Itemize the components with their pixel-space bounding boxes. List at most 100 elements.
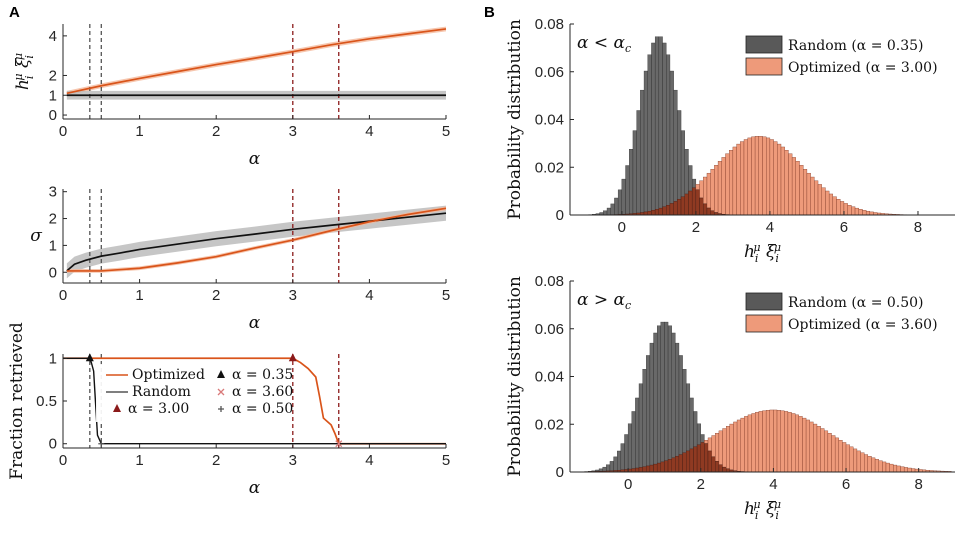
hist-bar-optimized [896, 465, 901, 473]
hist-bar-optimized [827, 432, 832, 473]
hist-bar-optimized [795, 161, 800, 216]
x-axis-label: hiμ​ ξiμ​ [744, 241, 781, 265]
legend: Random (α = 0.35) Optimized (α = 3.00) [745, 30, 950, 80]
hist-bar-optimized [824, 430, 829, 473]
hist-bar-optimized [856, 450, 861, 473]
hist-bar-random [669, 70, 674, 216]
x-tick-label: 2 [697, 476, 705, 493]
y-tick-label: 0 [556, 207, 564, 224]
hist-bar-random [649, 342, 654, 473]
hist-bar-random [621, 178, 626, 216]
hist-bar-overlap [680, 196, 685, 216]
hist-bar-optimized [813, 423, 818, 473]
hist-bar-random [631, 411, 636, 473]
hist-bar-optimized [791, 413, 796, 473]
x-tick-label: 1 [135, 123, 143, 140]
hist-bar-optimized [882, 461, 887, 473]
regime-annotation: α < αc [577, 33, 631, 55]
marker-star [98, 440, 105, 447]
hist-bar-optimized [864, 454, 869, 473]
series-band-optimized [66, 26, 446, 96]
y-tick-label: 0.02 [535, 416, 564, 433]
hist-bar-random [609, 461, 614, 473]
y-tick-label: 0 [49, 264, 57, 281]
y-tick-label: 0.06 [535, 64, 564, 81]
hist-bar-overlap [707, 450, 712, 473]
hist-bar-overlap [706, 207, 711, 216]
hist-bar-optimized [777, 143, 782, 216]
hist-bar-optimized [845, 444, 850, 473]
x-tick-label: 3 [289, 452, 297, 469]
x-tick-label: 6 [842, 476, 850, 493]
panel-a1: A 0 1 2 3 4 5 0 1 2 4 α hiμ​ ξiμ​ [9, 4, 450, 169]
hist-bar-optimized [787, 412, 792, 473]
x-tick-label: 4 [769, 476, 777, 493]
hist-bar-overlap [699, 197, 704, 216]
hist-bar-overlap [682, 452, 687, 473]
hist-bar-optimized [751, 136, 756, 216]
hist-bar-optimized [732, 146, 737, 216]
hist-bar-optimized [871, 457, 876, 473]
hist-bar-optimized [885, 462, 890, 473]
hist-bar-overlap [671, 457, 676, 473]
x-tick-label: 2 [212, 123, 220, 140]
x-tick-label: 8 [914, 219, 922, 236]
hist-bar-overlap [688, 190, 693, 216]
hist-bar-optimized [740, 417, 745, 473]
y-tick-label: 2 [49, 211, 57, 228]
x-tick-label: 5 [442, 123, 450, 140]
hist-bar-random [656, 325, 661, 473]
hist-bar-random [664, 321, 669, 473]
hist-bar-random [646, 355, 651, 473]
hist-bar-optimized [838, 440, 843, 473]
hist-bar-overlap [693, 446, 698, 473]
legend-swatch [745, 292, 783, 311]
series-line-optimized [63, 357, 446, 445]
hist-bar-optimized [769, 409, 774, 473]
hist-bar-optimized [847, 205, 852, 216]
x-tick-label: 5 [442, 287, 450, 304]
hist-bar-overlap [715, 461, 720, 473]
hist-bar-optimized [810, 176, 815, 216]
x-tick-label: 1 [135, 287, 143, 304]
hist-bar-overlap [696, 444, 701, 473]
hist-bar-overlap [700, 442, 705, 473]
hist-bar-optimized [754, 136, 759, 216]
y-axis-label: hiμ​ ξiμ​ [12, 53, 36, 90]
y-tick-label: 1 [49, 87, 57, 104]
hist-bar-random [617, 450, 622, 473]
hist-bar-optimized [714, 165, 719, 216]
x-tick-label: 6 [840, 219, 848, 236]
legend-swatch [745, 35, 783, 54]
hist-bar-optimized [821, 187, 826, 216]
hist-bar-optimized [776, 410, 781, 473]
hist-bar-random [640, 89, 645, 216]
hist-bar-optimized [780, 410, 785, 473]
hist-bar-overlap [651, 210, 656, 216]
hist-bar-optimized [769, 139, 774, 216]
hist-bar-overlap [656, 462, 661, 473]
hist-bar-optimized [828, 193, 834, 216]
hist-bar-optimized [762, 410, 767, 473]
x-tick-label: 0 [618, 219, 626, 236]
y-axis-label: Fraction retrieved [7, 322, 27, 480]
hist-bar-overlap [660, 461, 665, 473]
panel-b2: 0 2 4 6 8 0 0.02 0.04 0.06 0.08 hiμ​ ξiμ​ α > αc Pro… [505, 273, 955, 522]
hist-bar-optimized [836, 198, 841, 216]
hist-bar-optimized [816, 426, 821, 473]
hist-bar-random [660, 321, 665, 473]
hist-bar-random [643, 70, 648, 216]
hist-bar-overlap [653, 463, 658, 473]
y-tick-label: 0.02 [535, 159, 564, 176]
hist-bar-random [624, 434, 629, 473]
panel-b1: B 0 2 4 6 8 0 0.02 0.04 0.06 0.08 hiμ​ ξiμ​ α < αc Pr… [484, 4, 955, 265]
legend-swatch [745, 57, 783, 76]
hist-bar-optimized [832, 196, 837, 216]
hist-bar-random [635, 397, 640, 473]
hist-bar-overlap [666, 205, 671, 216]
hist-bar-optimized [736, 419, 741, 473]
hist-bar-optimized [784, 411, 789, 473]
hist-bar-optimized [765, 410, 770, 473]
hist-bar-optimized [729, 423, 734, 473]
